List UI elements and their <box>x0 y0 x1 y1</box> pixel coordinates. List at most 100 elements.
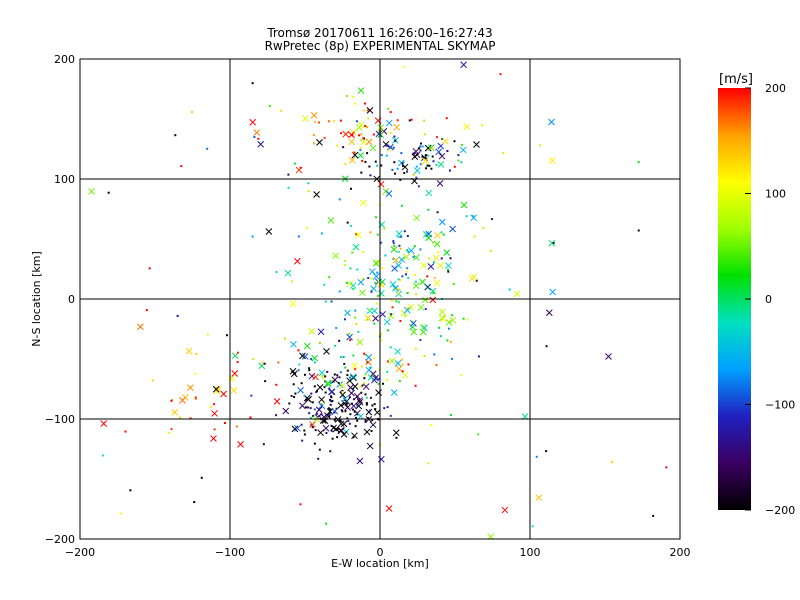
scatter-dot <box>477 433 480 436</box>
scatter-dot <box>334 344 337 347</box>
scatter-dot <box>401 363 404 366</box>
scatter-dot <box>262 443 265 446</box>
scatter-cross <box>434 232 441 239</box>
scatter-dot <box>430 167 433 170</box>
scatter-cross <box>355 231 362 239</box>
scatter-dot <box>264 380 267 383</box>
scatter-dot <box>336 436 339 439</box>
scatter-cross <box>548 239 556 247</box>
scatter-cross <box>372 272 380 280</box>
scatter-dot <box>380 164 383 167</box>
scatter-dot <box>194 396 197 399</box>
scatter-cross <box>324 379 332 387</box>
scatter-dot <box>366 318 369 321</box>
colorbar-ticks: −200 −100 0 100 200 <box>745 82 795 517</box>
scatter-dot <box>343 398 346 401</box>
scatter-dot <box>432 292 435 295</box>
scatter-dot <box>223 422 226 425</box>
scatter-dot <box>357 330 360 333</box>
scatter-cross <box>382 140 390 148</box>
scatter-cross <box>388 357 396 365</box>
scatter-cross <box>390 246 398 253</box>
scatter-cross <box>211 410 218 417</box>
scatter-dot <box>388 149 391 152</box>
scatter-dot <box>364 160 367 163</box>
scatter-dot <box>428 164 431 167</box>
scatter-dot <box>352 95 355 98</box>
scatter-dot <box>333 419 336 422</box>
scatter-cross <box>439 315 447 323</box>
scatter-dot <box>360 391 363 394</box>
scatter-dot <box>392 242 395 245</box>
scatter-dot <box>297 369 300 372</box>
scatter-dot <box>369 396 372 399</box>
scatter-dot <box>462 317 465 320</box>
scatter-cross <box>401 371 409 379</box>
scatter-dot <box>308 367 311 370</box>
scatter-cross <box>378 455 385 463</box>
scatter-dot <box>331 400 334 403</box>
scatter-dot <box>374 281 377 284</box>
scatter-dot <box>398 244 401 247</box>
scatter-dot <box>397 250 400 253</box>
scatter-dot <box>339 119 342 122</box>
scatter-dot <box>410 118 413 121</box>
scatter-dot <box>361 384 364 387</box>
scatter-cross <box>299 402 306 410</box>
scatter-cross <box>427 263 435 270</box>
scatter-cross <box>317 429 324 437</box>
scatter-dot <box>280 109 283 112</box>
scatter-dot <box>432 261 435 264</box>
scatter-cross <box>359 289 366 297</box>
scatter-cross <box>424 283 432 291</box>
scatter-cross <box>549 288 556 296</box>
scatter-cross <box>312 373 319 381</box>
scatter-dot <box>538 144 541 147</box>
scatter-cross <box>605 353 612 360</box>
scatter-dot <box>447 327 450 330</box>
scatter-dot <box>332 380 335 383</box>
colorbar-tick-label: 200 <box>765 82 786 95</box>
scatter-dot <box>333 411 336 414</box>
scatter-dot <box>170 428 173 431</box>
scatter-dot <box>481 124 484 127</box>
scatter-cross <box>338 427 345 434</box>
scatter-dot <box>195 352 198 355</box>
scatter-dot <box>107 191 110 194</box>
scatter-dot <box>652 514 655 517</box>
scatter-dot <box>426 275 429 278</box>
scatter-dot <box>376 294 379 297</box>
scatter-dot <box>390 299 393 302</box>
scatter-dot <box>328 407 331 410</box>
scatter-dot <box>346 221 349 224</box>
scatter-dot <box>373 356 376 359</box>
scatter-dot <box>365 396 368 399</box>
scatter-dot <box>363 102 366 105</box>
scatter-cross <box>357 87 365 94</box>
scatter-dot <box>423 354 426 357</box>
scatter-dot <box>457 159 460 162</box>
scatter-dot <box>401 370 404 373</box>
scatter-dot <box>399 247 402 250</box>
scatter-cross <box>403 253 410 261</box>
scatter-cross <box>360 199 367 207</box>
scatter-dot <box>376 233 379 236</box>
scatter-cross <box>346 280 354 288</box>
scatter-dot <box>329 450 332 453</box>
scatter-dot <box>377 378 380 381</box>
scatter-dot <box>406 235 409 238</box>
scatter-dot <box>442 233 445 236</box>
scatter-dot <box>359 146 362 149</box>
scatter-dot <box>324 391 327 394</box>
scatter-cross <box>364 314 372 322</box>
scatter-dot <box>101 454 104 457</box>
scatter-cross <box>357 278 365 286</box>
scatter-dot <box>438 326 441 329</box>
scatter-dot <box>194 397 197 400</box>
scatter-dot <box>168 431 171 434</box>
y-tick-label: 100 <box>54 173 75 186</box>
scatter-dot <box>362 136 365 139</box>
scatter-cross <box>468 275 476 282</box>
scatter-cross <box>369 144 377 152</box>
